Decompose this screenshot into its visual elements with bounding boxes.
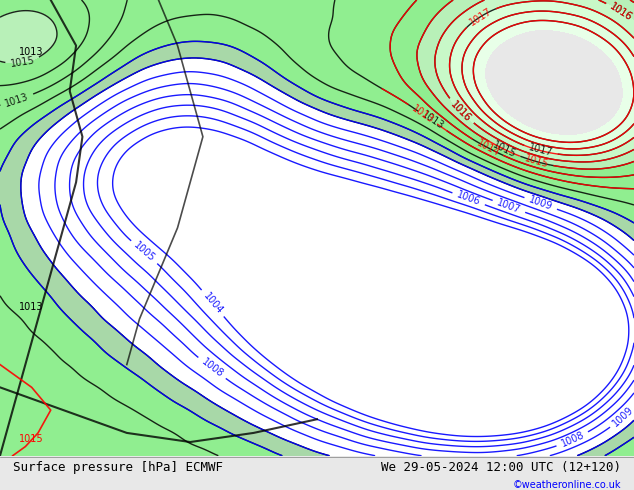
Text: 1009: 1009: [611, 404, 634, 428]
Text: 1017: 1017: [527, 143, 554, 159]
Text: 1006: 1006: [455, 190, 482, 208]
Text: 1013: 1013: [410, 103, 436, 125]
Text: 1017: 1017: [467, 6, 493, 27]
Text: 1008: 1008: [199, 357, 225, 379]
Text: 1009: 1009: [527, 195, 554, 212]
Text: 1015: 1015: [10, 56, 36, 69]
Text: 1015: 1015: [19, 434, 44, 444]
Text: 1013: 1013: [4, 92, 30, 109]
Text: 1016: 1016: [608, 1, 634, 23]
Text: 1016: 1016: [449, 99, 473, 123]
Text: 1014: 1014: [474, 138, 501, 158]
Text: 1013: 1013: [19, 302, 44, 312]
Text: 1013: 1013: [420, 110, 446, 132]
Text: 1015: 1015: [523, 153, 550, 170]
Text: 1007: 1007: [496, 197, 522, 215]
Text: 1016: 1016: [449, 99, 473, 123]
Text: 1015: 1015: [491, 140, 517, 159]
Text: 1008: 1008: [559, 430, 586, 449]
Text: 1004: 1004: [201, 291, 224, 316]
Text: We 29-05-2024 12:00 UTC (12+120): We 29-05-2024 12:00 UTC (12+120): [381, 461, 621, 474]
Text: Surface pressure [hPa] ECMWF: Surface pressure [hPa] ECMWF: [13, 461, 223, 474]
Text: 1016: 1016: [608, 1, 634, 23]
Text: 1005: 1005: [132, 240, 157, 264]
Text: 1013: 1013: [19, 47, 44, 57]
Text: ©weatheronline.co.uk: ©weatheronline.co.uk: [513, 480, 621, 490]
